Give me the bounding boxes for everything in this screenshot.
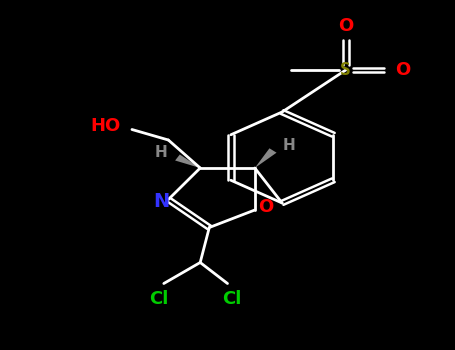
Text: Cl: Cl	[150, 290, 169, 308]
Text: H: H	[283, 138, 296, 153]
Text: H: H	[155, 145, 167, 160]
Text: N: N	[153, 192, 170, 211]
Text: O: O	[395, 61, 410, 79]
Polygon shape	[175, 154, 200, 168]
Text: S: S	[340, 61, 351, 79]
Text: O: O	[258, 197, 274, 216]
Text: HO: HO	[91, 117, 121, 135]
Text: Cl: Cl	[222, 290, 242, 308]
Text: O: O	[338, 17, 354, 35]
Polygon shape	[255, 148, 277, 168]
